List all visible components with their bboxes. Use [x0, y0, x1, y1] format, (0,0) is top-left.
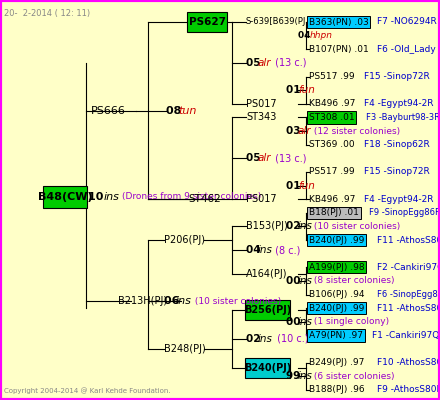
Text: PS017: PS017	[246, 194, 277, 204]
Text: B240(PJ) .99: B240(PJ) .99	[309, 236, 364, 244]
Text: (1 single colony): (1 single colony)	[311, 317, 389, 326]
Text: fun: fun	[298, 85, 315, 95]
Text: KB496 .97: KB496 .97	[309, 99, 356, 108]
Text: F1 -Cankiri97Q: F1 -Cankiri97Q	[372, 331, 439, 340]
Text: F11 -AthosS80R: F11 -AthosS80R	[377, 304, 440, 313]
Text: B153(PJ): B153(PJ)	[246, 222, 288, 232]
Text: B256(PJ): B256(PJ)	[244, 305, 291, 315]
Text: tun: tun	[178, 106, 196, 116]
Text: F18 -Sinop62R: F18 -Sinop62R	[364, 140, 430, 149]
Text: fun: fun	[298, 180, 315, 190]
Text: PS517 .99: PS517 .99	[309, 72, 355, 81]
Text: ins: ins	[176, 296, 192, 306]
Text: (10 sister colonies): (10 sister colonies)	[192, 297, 281, 306]
Text: A164(PJ): A164(PJ)	[246, 269, 287, 279]
FancyBboxPatch shape	[43, 186, 87, 208]
Text: ins: ins	[258, 245, 273, 255]
Text: F2 -Cankiri97Q: F2 -Cankiri97Q	[377, 263, 440, 272]
Text: F10 -AthosS80R: F10 -AthosS80R	[377, 358, 440, 367]
Text: ins: ins	[298, 276, 313, 286]
Text: (Drones from 9 sister colonies): (Drones from 9 sister colonies)	[122, 192, 261, 202]
Text: KB496 .97: KB496 .97	[309, 195, 356, 204]
Text: (8 c.): (8 c.)	[272, 245, 301, 255]
Text: F3 -Bayburt98-3R: F3 -Bayburt98-3R	[366, 113, 440, 122]
Text: alr: alr	[298, 126, 312, 136]
Text: F7 -NO6294R: F7 -NO6294R	[377, 18, 437, 26]
Text: F11 -AthosS80R: F11 -AthosS80R	[377, 236, 440, 244]
Text: F6 -SinopEgg86R: F6 -SinopEgg86R	[377, 290, 440, 299]
Text: 01: 01	[286, 180, 304, 190]
Text: B213H(PJ): B213H(PJ)	[118, 296, 167, 306]
Text: 02: 02	[286, 222, 304, 232]
Text: (6 sister colonies): (6 sister colonies)	[311, 372, 395, 381]
Text: B18(PJ) .01: B18(PJ) .01	[309, 208, 359, 217]
Text: Copyright 2004-2014 @ Karl Kehde Foundation.: Copyright 2004-2014 @ Karl Kehde Foundat…	[4, 387, 171, 394]
Text: 08: 08	[166, 106, 185, 116]
Text: S-639[B639(PJ: S-639[B639(PJ	[246, 18, 306, 26]
Text: (13 c.): (13 c.)	[272, 58, 307, 68]
Text: 04: 04	[246, 245, 264, 255]
Text: B248(PJ): B248(PJ)	[164, 344, 206, 354]
FancyBboxPatch shape	[245, 300, 290, 320]
Text: 05: 05	[246, 153, 264, 163]
Text: (12 sister colonies): (12 sister colonies)	[311, 126, 400, 136]
Text: ins: ins	[258, 334, 273, 344]
Text: F6 -Old_Lady: F6 -Old_Lady	[377, 45, 436, 54]
Text: ST462: ST462	[188, 194, 221, 204]
Text: (10 c.): (10 c.)	[274, 334, 308, 344]
Text: ST343: ST343	[246, 112, 276, 122]
FancyBboxPatch shape	[187, 12, 227, 32]
Text: B106(PJ) .94: B106(PJ) .94	[309, 290, 364, 299]
Text: 00: 00	[286, 317, 304, 327]
Text: 20-  2-2014 ( 12: 11): 20- 2-2014 ( 12: 11)	[4, 9, 90, 18]
Text: (8 sister colonies): (8 sister colonies)	[311, 276, 395, 286]
Text: F9 -AthosS80R: F9 -AthosS80R	[377, 386, 440, 394]
Text: F4 -Egypt94-2R: F4 -Egypt94-2R	[364, 99, 433, 108]
Text: ST308 .01: ST308 .01	[309, 113, 355, 122]
FancyBboxPatch shape	[245, 358, 290, 378]
Text: ins: ins	[298, 371, 313, 381]
Text: 04: 04	[298, 31, 314, 40]
Text: 01: 01	[286, 85, 304, 95]
Text: B240(PJ) .99: B240(PJ) .99	[309, 304, 364, 313]
Text: 05: 05	[246, 58, 264, 68]
Text: F4 -Egypt94-2R: F4 -Egypt94-2R	[364, 195, 433, 204]
Text: A199(PJ) .98: A199(PJ) .98	[309, 263, 365, 272]
Text: 06: 06	[164, 296, 183, 306]
Text: A79(PN) .97: A79(PN) .97	[309, 331, 363, 340]
Text: alr: alr	[258, 153, 271, 163]
Text: B48(CW): B48(CW)	[38, 192, 92, 202]
Text: F15 -Sinop72R: F15 -Sinop72R	[364, 72, 430, 81]
Text: ins: ins	[104, 192, 120, 202]
Text: PS666: PS666	[91, 106, 125, 116]
Text: hhpn: hhpn	[310, 31, 333, 40]
Text: 03: 03	[286, 126, 304, 136]
Text: F9 -SinopEgg86R: F9 -SinopEgg86R	[369, 208, 440, 217]
Text: F15 -Sinop72R: F15 -Sinop72R	[364, 168, 430, 176]
Text: 99: 99	[286, 371, 304, 381]
Text: B188(PJ) .96: B188(PJ) .96	[309, 386, 365, 394]
Text: 00: 00	[286, 276, 304, 286]
Text: PS627: PS627	[188, 17, 225, 27]
Text: P206(PJ): P206(PJ)	[164, 235, 205, 245]
Text: 10: 10	[88, 192, 107, 202]
Text: B249(PJ) .97: B249(PJ) .97	[309, 358, 364, 367]
Text: PS017: PS017	[246, 99, 277, 109]
Text: ST369 .00: ST369 .00	[309, 140, 355, 149]
Text: ins: ins	[298, 317, 313, 327]
Text: B240(PJ): B240(PJ)	[244, 363, 291, 373]
Text: (13 c.): (13 c.)	[272, 153, 307, 163]
Text: (10 sister colonies): (10 sister colonies)	[311, 222, 400, 231]
Text: alr: alr	[258, 58, 271, 68]
Text: B107(PN) .01: B107(PN) .01	[309, 45, 369, 54]
Text: ins: ins	[298, 222, 313, 232]
Text: 02: 02	[246, 334, 264, 344]
Text: B363(PN) .03: B363(PN) .03	[309, 18, 369, 26]
Text: PS517 .99: PS517 .99	[309, 168, 355, 176]
